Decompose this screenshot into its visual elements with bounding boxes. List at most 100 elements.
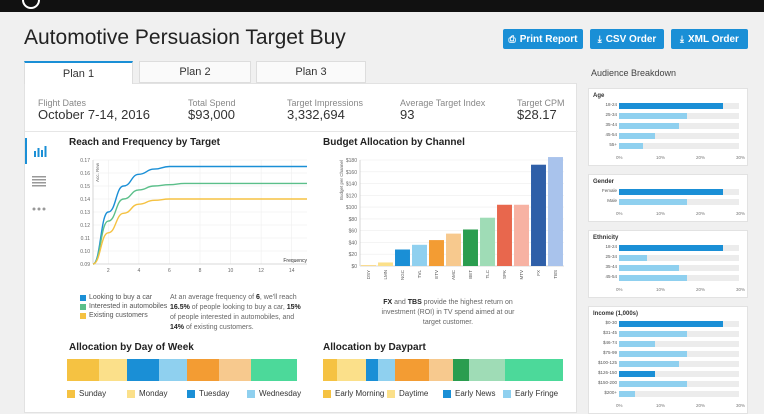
tab-plan-3[interactable]: Plan 3 (256, 61, 366, 83)
audience-row: 25-34 (593, 112, 743, 119)
row-label: $150-200 (597, 380, 617, 385)
card-title: Income (1,000s) (593, 311, 639, 317)
axis-label: 10% (656, 287, 666, 292)
audience-row: Male (593, 198, 743, 205)
bar-fill (619, 199, 687, 205)
y-tick-label: 0.09 (80, 262, 90, 268)
x-tick-label: SPK (502, 270, 507, 279)
x-tick-label: 4 (137, 268, 140, 274)
bar-track (619, 371, 739, 377)
bar-track (619, 351, 739, 357)
x-tick-label: TLC (485, 269, 490, 278)
x-tick-label: ETV (434, 270, 439, 279)
row-label: 35-44 (605, 122, 617, 127)
axis-label: 20% (696, 287, 706, 292)
bar-fill (619, 391, 635, 397)
segment-daytime (337, 359, 367, 381)
daypart-legend-label: Early Fringe (515, 389, 559, 398)
bar-fill (619, 361, 679, 367)
download-icon: ⤓ (597, 33, 602, 44)
page-title: Automotive Persuasion Target Buy (24, 26, 346, 49)
bar-track (619, 133, 739, 139)
bar-track (619, 123, 739, 129)
xml-order-button[interactable]: ⤓ XML Order (671, 29, 748, 49)
y-tick-label: 0.11 (81, 236, 91, 242)
bar-fill (619, 113, 687, 119)
audience-row: 25-34 (593, 254, 743, 261)
dow-legend-item: Wednesday (247, 389, 301, 398)
y-tick-label: $0 (351, 264, 357, 270)
reach-legend-label: Interested in automobiles (89, 303, 168, 310)
x-tick-label: 6 (168, 268, 171, 274)
bar-fill (619, 371, 655, 377)
bar-fx (531, 164, 546, 266)
x-tick-label: TBS (553, 270, 558, 279)
audience-row: $46-74 (593, 340, 743, 347)
bar-chart-view-icon[interactable] (25, 138, 53, 164)
axis-label: 20% (696, 403, 706, 408)
axis-label: 30% (736, 155, 746, 160)
legend-swatch (80, 303, 86, 310)
total-spend-value: $93,000 (188, 107, 235, 122)
legend-swatch (323, 389, 331, 398)
legend-swatch (387, 389, 395, 398)
reach-frequency-chart: 0.17 0.16 0.15 0.14 0.13 0.12 0.11 0.10 0.09 2 4 6 8… (80, 158, 307, 274)
bar-fill (619, 255, 647, 261)
bar-fill (619, 321, 723, 327)
note-emph: 14% (170, 324, 185, 331)
segment-early-fringe (378, 359, 395, 381)
bar-track (619, 265, 739, 271)
note-emph: FX (383, 299, 393, 306)
bar-track (619, 321, 739, 327)
axis-label: 30% (736, 287, 746, 292)
daypart-legend-label: Daytime (399, 389, 429, 398)
x-tick-label: DSY (366, 270, 371, 279)
note-text: At an average frequency of (170, 294, 256, 301)
audience-row: $100-125 (593, 360, 743, 367)
avg-target-index-value: 93 (400, 107, 415, 122)
audience-row: 18-24 (593, 102, 743, 109)
y-axis-label: Acc. Rew (95, 162, 100, 182)
dow-legend-item: Monday (127, 389, 167, 398)
audience-title: Audience Breakdown (591, 68, 677, 78)
row-label: 18-24 (605, 102, 617, 107)
reach-legend-label: Existing customers (89, 312, 148, 319)
tab-plan-1[interactable]: Plan 1 (24, 61, 133, 84)
print-report-button[interactable]: ⎙ Print Report (503, 29, 583, 49)
target-cpm-value: $28.17 (517, 107, 557, 122)
audience-row: 35-44 (593, 122, 743, 129)
dow-legend-label: Monday (139, 389, 168, 398)
x-tick-label: 10 (228, 268, 234, 274)
series-line (92, 182, 307, 265)
note-emph: 16.5% (170, 304, 190, 311)
y-axis-label: Budget per Channel (339, 160, 344, 200)
y-tick-label: $160 (346, 170, 357, 176)
audience-row: 18-24 (593, 244, 743, 251)
y-tick-label: 0.17 (80, 158, 90, 164)
row-label: 35-44 (605, 264, 617, 269)
legend-swatch (127, 389, 135, 398)
note-text: , we'll reach (259, 294, 297, 301)
segment-sunday (67, 359, 100, 381)
table-view-icon[interactable] (25, 168, 53, 194)
bar-track (619, 255, 739, 261)
bar-amc (446, 233, 461, 266)
axis-label: 0% (616, 155, 623, 160)
more-options-icon[interactable] (25, 196, 53, 222)
dow-legend-label: Sunday (79, 389, 107, 398)
segment-prime-access (394, 359, 429, 381)
bar-fill (619, 381, 687, 387)
reach-legend-item: Existing customers (80, 312, 148, 319)
x-tick-label: LMN (383, 270, 388, 280)
audience-row: $31-45 (593, 330, 743, 337)
tab-plan-2[interactable]: Plan 2 (139, 61, 251, 83)
csv-order-button[interactable]: ⤓ CSV Order (590, 29, 664, 49)
row-label: Female (601, 188, 617, 193)
segment-late-news (452, 359, 470, 381)
y-tick-label: 0.13 (80, 210, 90, 216)
bar-track (619, 199, 739, 205)
bar-fill (619, 341, 655, 347)
axis-label: 10% (656, 155, 666, 160)
flight-dates-label: Flight Dates (38, 98, 87, 108)
segment-wednesday (158, 359, 187, 381)
